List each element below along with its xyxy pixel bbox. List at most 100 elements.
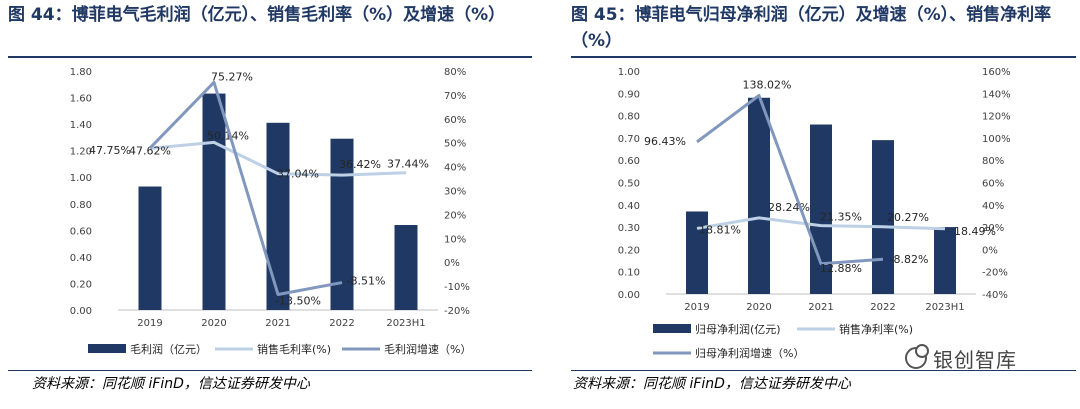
x-tick-label: 2023H1 [925, 302, 964, 313]
y-tick-label: 0.60 [618, 156, 640, 167]
y-tick-label: 0.20 [70, 279, 92, 290]
x-tick-label: 2022 [329, 318, 354, 329]
legend-swatch [653, 324, 691, 333]
y-tick-label: 0.00 [618, 290, 640, 301]
y-tick-label: 0.90 [618, 89, 640, 100]
series-line [149, 140, 407, 177]
legend-label: 归母净利润增速（%） [695, 346, 804, 360]
source-rule [571, 370, 1076, 371]
bar [934, 227, 956, 294]
bar [266, 122, 290, 311]
y2-tick-label: 0% [444, 258, 460, 269]
title-rule [8, 56, 532, 58]
y2-tick-label: 30% [444, 187, 466, 198]
series-line [696, 216, 946, 231]
y2-tick-label: 0% [982, 245, 998, 256]
y-tick-label: 0.80 [618, 112, 640, 123]
series-line [148, 80, 343, 296]
y-tick-label: 0.40 [70, 253, 92, 264]
y2-tick-label: 80% [444, 67, 466, 78]
y-tick-label: 0.80 [70, 200, 92, 211]
x-tick-label: 2021 [808, 302, 833, 313]
y-tick-label: 1.20 [70, 147, 92, 158]
legend-label: 销售净利率(%) [839, 322, 913, 336]
source-rule [8, 370, 532, 371]
data-label: 75.27% [211, 70, 253, 83]
y2-tick-label: 80% [982, 156, 1004, 167]
data-label: 37.04% [277, 168, 319, 181]
data-label: -8.51% [347, 275, 386, 288]
bar [138, 186, 162, 310]
data-label: 47.75% [89, 144, 131, 157]
y-tick-label: 0.50 [618, 179, 640, 190]
data-label: -12.88% [816, 262, 862, 275]
data-label: 50.14% [207, 129, 249, 142]
y-tick-label: 0.30 [618, 223, 640, 234]
y2-tick-label: 60% [444, 115, 466, 126]
bar [686, 211, 708, 294]
y2-tick-label: 100% [982, 134, 1011, 145]
data-label: 21.35% [820, 211, 862, 224]
y2-tick-label: 70% [444, 91, 466, 102]
data-label: -8.82% [890, 253, 929, 266]
y2-tick-label: 10% [444, 234, 466, 245]
y2-tick-label: 20% [444, 210, 466, 221]
y-tick-label: 1.00 [618, 67, 640, 78]
title-rule [571, 56, 1076, 58]
y-tick-label: 1.60 [70, 94, 92, 105]
right-combo-chart: 0.00 0.10 0.20 0.30 0.40 0.50 0.60 0.70 0.80 0.90… [618, 67, 1011, 360]
watermark-text: 银创智库 [933, 347, 1017, 372]
legend-label: 毛利润（亿元） [130, 342, 207, 356]
y2-tick-label: 140% [982, 89, 1011, 100]
x-tick-label: 2019 [137, 318, 162, 329]
y2-tick-label: 120% [982, 112, 1011, 123]
y2-tick-label: 20% [982, 223, 1004, 234]
figure-title: 图 44：博菲电气毛利润（亿元）、销售毛利率（%）及增速（%） [8, 5, 506, 25]
y-tick-label: 1.40 [70, 120, 92, 131]
bar [330, 138, 354, 310]
y2-tick-label: 50% [444, 139, 466, 150]
y-tick-label: 0.70 [618, 134, 640, 145]
y-tick-label: 0.00 [70, 306, 92, 317]
data-label: 20.27% [887, 211, 929, 224]
y-tick-label: 0.60 [70, 226, 92, 237]
x-tick-label: 2022 [870, 302, 895, 313]
y-tick-label: 0.10 [618, 268, 640, 279]
data-label: 18.81% [699, 223, 741, 236]
data-label: 28.24% [768, 201, 810, 214]
bar [394, 225, 418, 310]
x-tick-label: 2020 [201, 318, 226, 329]
series-line [696, 94, 884, 266]
source-note: 资料来源：同花顺 iFinD，信达证券研发中心 [32, 376, 310, 392]
bar [872, 140, 894, 294]
legend-swatch [88, 344, 126, 353]
watermark: 银创智库 [905, 343, 1075, 373]
y2-tick-label: 40% [444, 163, 466, 174]
data-label: 138.02% [743, 79, 792, 92]
data-label: 18.49% [954, 225, 996, 238]
data-label: 36.42% [339, 158, 381, 171]
data-label: 37.44% [387, 158, 429, 171]
right-figure-panel: 图 45：博菲电气归母净利润（亿元）及增速（%）、销售净利率（%） 0.00 0.… [565, 0, 1080, 409]
legend-label: 毛利润增速（%） [384, 342, 471, 356]
y2-tick-label: -20% [444, 306, 470, 317]
y2-tick-label: 60% [982, 179, 1004, 190]
y2-tick-label: -20% [982, 268, 1008, 279]
left-combo-chart: 0.00 0.20 0.40 0.60 0.80 1.00 1.20 1.40 1.60 1.80… [70, 67, 472, 356]
bar [748, 97, 770, 294]
source-note: 资料来源：同花顺 iFinD，信达证券研发中心 [573, 376, 851, 392]
data-label: 47.62% [129, 144, 171, 157]
y2-tick-label: -10% [444, 282, 470, 293]
y2-tick-label: 160% [982, 67, 1011, 78]
figure-title: 图 45：博菲电气归母净利润（亿元）及增速（%）、销售净利率（%） [571, 5, 1052, 51]
x-tick-label: 2020 [746, 302, 771, 313]
wechat-icon [905, 344, 929, 369]
legend-label: 销售毛利率(%) [257, 342, 331, 356]
x-tick-label: 2023H1 [386, 318, 425, 329]
bar [202, 93, 226, 310]
y2-tick-label: 40% [982, 201, 1004, 212]
x-tick-label: 2021 [265, 318, 290, 329]
y-tick-label: 0.40 [618, 201, 640, 212]
x-tick-label: 2019 [684, 302, 709, 313]
y-tick-label: 0.20 [618, 245, 640, 256]
